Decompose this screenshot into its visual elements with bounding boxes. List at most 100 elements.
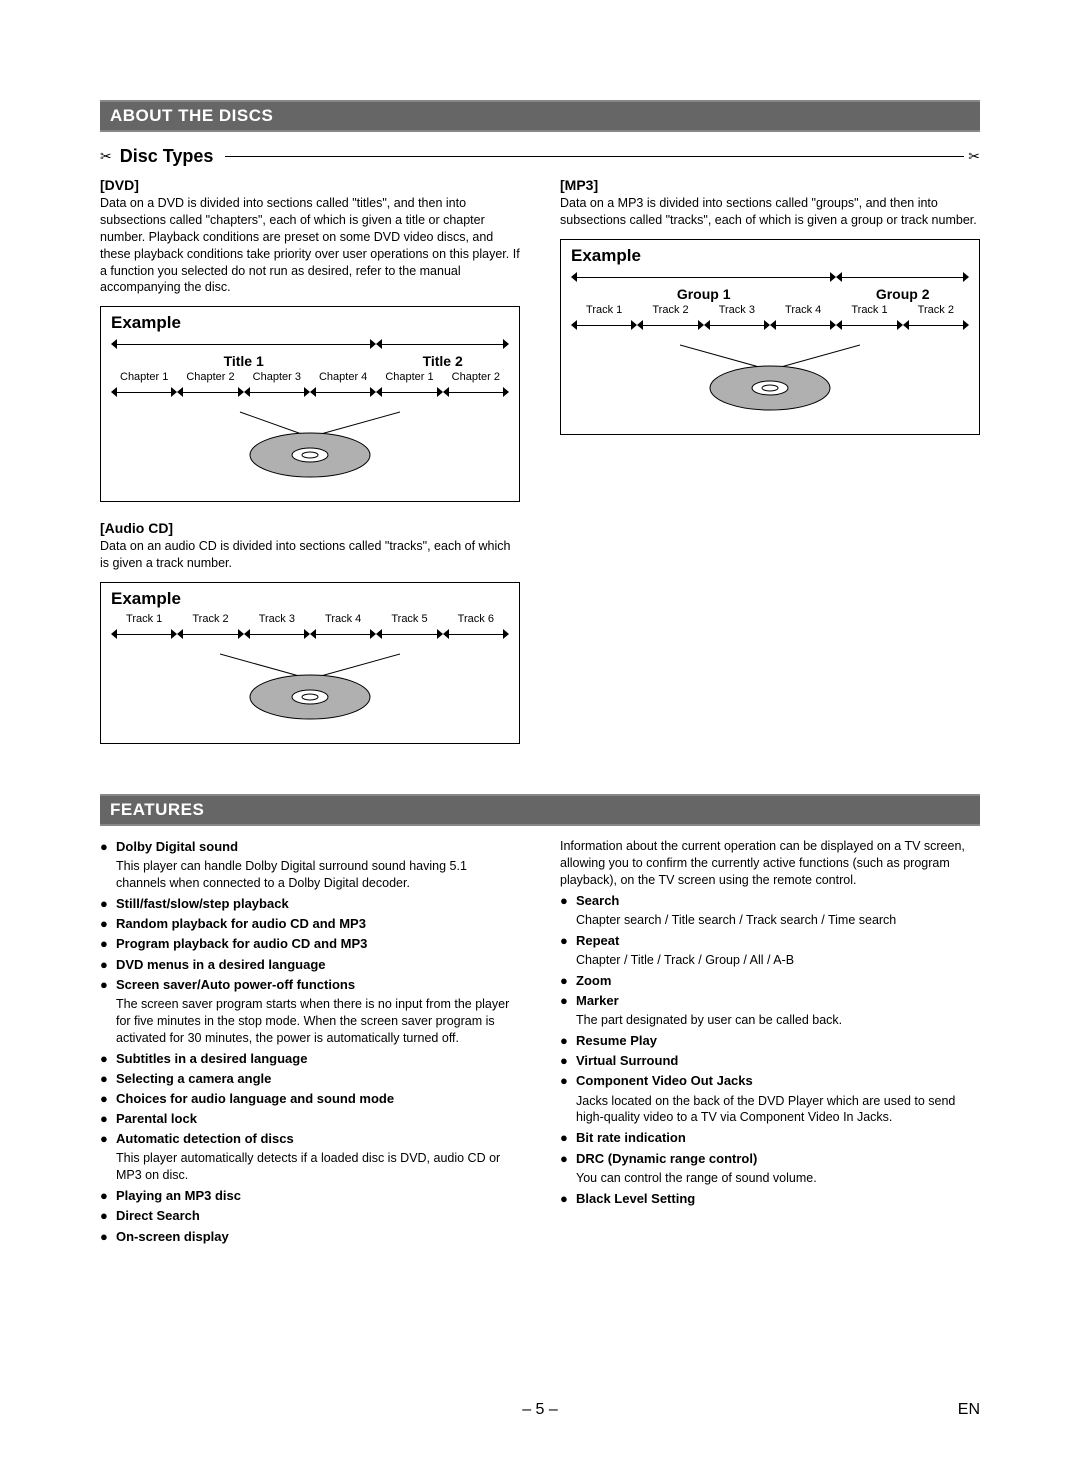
features-section: FEATURES ●Dolby Digital soundThis player… [100, 794, 980, 1248]
bullet-icon: ● [100, 1187, 116, 1205]
features-columns: ●Dolby Digital soundThis player can hand… [100, 838, 980, 1248]
group-label: Title 2 [376, 353, 509, 369]
bullet-icon: ● [100, 1090, 116, 1108]
feature-title: Virtual Surround [576, 1052, 678, 1070]
feature-item: ●On-screen display [100, 1228, 520, 1246]
arrow-segment [903, 318, 969, 332]
arrow-segment [704, 318, 770, 332]
arrow-segment [310, 627, 376, 641]
arrow-segment [770, 318, 836, 332]
feature-desc: The part designated by user can be calle… [576, 1012, 980, 1029]
feature-title: Parental lock [116, 1110, 197, 1128]
bullet-icon: ● [560, 1052, 576, 1070]
feature-title: Repeat [576, 932, 619, 950]
bullet-icon: ● [560, 1150, 576, 1168]
feature-title: DRC (Dynamic range control) [576, 1150, 757, 1168]
disc-icon [680, 340, 860, 420]
mp3-tracks-row: Track 1Track 2Track 3Track 4Track 1Track… [571, 304, 969, 316]
feature-item: ●Virtual Surround [560, 1052, 980, 1070]
audiocd-text: Data on an audio CD is divided into sect… [100, 538, 520, 572]
bullet-icon: ● [100, 956, 116, 974]
feature-item: ●Direct Search [100, 1207, 520, 1225]
mp3-groups-row: Group 1Group 2 [571, 286, 969, 302]
arrow-segment [836, 270, 969, 284]
bullet-icon: ● [560, 932, 576, 950]
arrow-segment [571, 318, 637, 332]
page-number: – 5 – [0, 1401, 1080, 1419]
divider-line [225, 156, 964, 157]
bullet-icon: ● [560, 892, 576, 910]
feature-title: Automatic detection of discs [116, 1130, 294, 1148]
feature-title: Choices for audio language and sound mod… [116, 1090, 394, 1108]
bullet-icon: ● [100, 895, 116, 913]
feature-desc: You can control the range of sound volum… [576, 1170, 980, 1187]
cell-label: Track 1 [571, 304, 637, 316]
feature-title: Subtitles in a desired language [116, 1050, 307, 1068]
cell-label: Track 1 [111, 613, 177, 625]
arrow-segment [443, 627, 509, 641]
dvd-chapters-row: Chapter 1Chapter 2Chapter 3Chapter 4Chap… [111, 371, 509, 383]
mp3-text: Data on a MP3 is divided into sections c… [560, 195, 980, 229]
arrow-row [571, 318, 969, 332]
bullet-icon: ● [100, 1130, 116, 1148]
disc-types-columns: [DVD] Data on a DVD is divided into sect… [100, 177, 980, 744]
arrow-segment [836, 318, 902, 332]
cell-label: Chapter 3 [244, 371, 310, 383]
arrow-segment [177, 385, 243, 399]
bullet-icon: ● [100, 976, 116, 994]
group-label: Title 1 [111, 353, 376, 369]
feature-title: Playing an MP3 disc [116, 1187, 241, 1205]
cell-label: Track 2 [637, 304, 703, 316]
subsection-title: Disc Types [112, 146, 222, 167]
feature-title: Black Level Setting [576, 1190, 695, 1208]
bullet-icon: ● [100, 1050, 116, 1068]
feature-item: ●Choices for audio language and sound mo… [100, 1090, 520, 1108]
scissors-icon: ✂ [100, 148, 112, 165]
bullet-icon: ● [100, 935, 116, 953]
arrow-segment [637, 318, 703, 332]
feature-title: Dolby Digital sound [116, 838, 238, 856]
feature-title: Resume Play [576, 1032, 657, 1050]
feature-item: ●Still/fast/slow/step playback [100, 895, 520, 913]
feature-item: ●Search [560, 892, 980, 910]
feature-desc: Chapter / Title / Track / Group / All / … [576, 952, 980, 969]
feature-title: Program playback for audio CD and MP3 [116, 935, 367, 953]
section-header-about: ABOUT THE DISCS [100, 100, 980, 132]
arrow-segment [177, 627, 243, 641]
arrow-segment [111, 337, 376, 351]
feature-desc: This player automatically detects if a l… [116, 1150, 520, 1184]
feature-title: Component Video Out Jacks [576, 1072, 753, 1090]
bullet-icon: ● [560, 1072, 576, 1090]
feature-item: ●Zoom [560, 972, 980, 990]
feature-item: ●Component Video Out Jacks [560, 1072, 980, 1090]
example-label: Example [111, 313, 509, 333]
feature-item: ●DRC (Dynamic range control) [560, 1150, 980, 1168]
feature-item: ●Selecting a camera angle [100, 1070, 520, 1088]
bullet-icon: ● [560, 1032, 576, 1050]
feature-item: ●Playing an MP3 disc [100, 1187, 520, 1205]
feature-title: Random playback for audio CD and MP3 [116, 915, 366, 933]
cell-label: Chapter 1 [376, 371, 442, 383]
feature-item: ●Automatic detection of discs [100, 1130, 520, 1148]
cell-label: Chapter 4 [310, 371, 376, 383]
cell-label: Track 1 [836, 304, 902, 316]
feature-title: Direct Search [116, 1207, 200, 1225]
bullet-icon: ● [100, 1070, 116, 1088]
mp3-title: [MP3] [560, 177, 980, 193]
feature-desc: The screen saver program starts when the… [116, 996, 520, 1047]
arrow-segment [376, 337, 509, 351]
dvd-text: Data on a DVD is divided into sections c… [100, 195, 520, 296]
feature-item: ●Program playback for audio CD and MP3 [100, 935, 520, 953]
dvd-example: Example Title 1Title 2 Chapter 1Chapter … [100, 306, 520, 502]
bullet-icon: ● [100, 1110, 116, 1128]
cd-tracks-row: Track 1Track 2Track 3Track 4Track 5Track… [111, 613, 509, 625]
cell-label: Track 2 [903, 304, 969, 316]
feature-item: ●Random playback for audio CD and MP3 [100, 915, 520, 933]
disc-icon [220, 649, 400, 729]
feature-item: ●DVD menus in a desired language [100, 956, 520, 974]
arrow-segment [443, 385, 509, 399]
bullet-icon: ● [100, 838, 116, 856]
arrow-row [111, 627, 509, 641]
bullet-icon: ● [560, 992, 576, 1010]
group-label: Group 1 [571, 286, 836, 302]
